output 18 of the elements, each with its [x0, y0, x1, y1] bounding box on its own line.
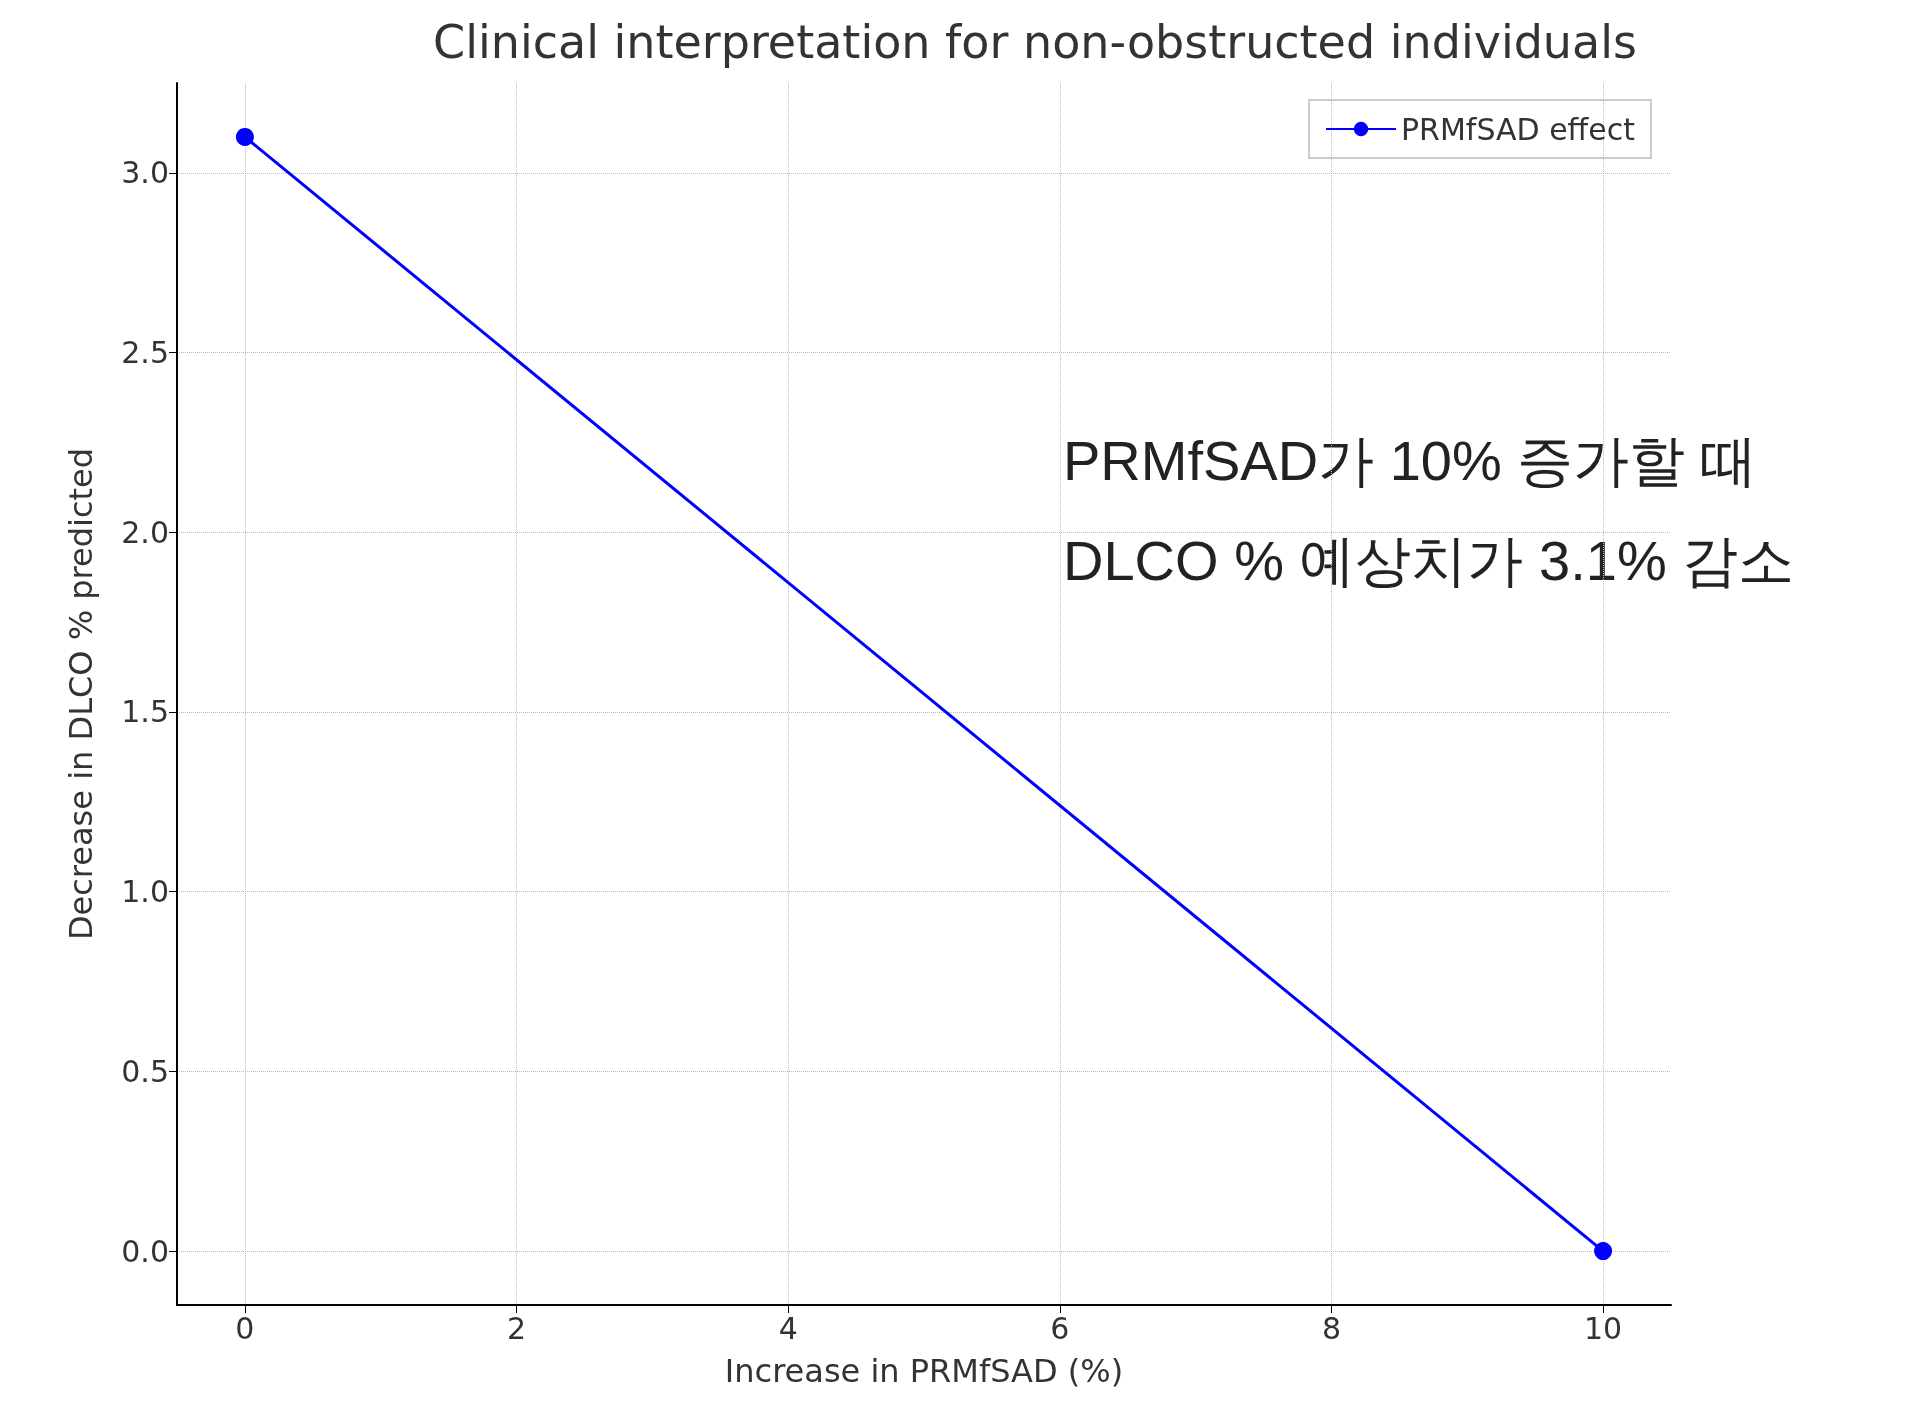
y-tick-label: 0.0 [121, 1233, 169, 1269]
chart-title: Clinical interpretation for non-obstructed individuals [433, 15, 1637, 69]
legend-label: PRMfSAD effect [1401, 111, 1636, 147]
y-tick-label: 3.0 [121, 155, 169, 191]
x-tick-label: 6 [1050, 1310, 1070, 1346]
y-tick-label: 1.5 [121, 694, 169, 730]
x-axis-title: Increase in PRMfSAD (%) [724, 1352, 1124, 1390]
y-tick-label: 0.5 [121, 1053, 169, 1089]
x-tick-label: 10 [1584, 1310, 1623, 1346]
y-tick-label: 2.5 [121, 335, 169, 371]
x-tick-label: 4 [778, 1310, 798, 1346]
y-tick-label: 1.0 [121, 874, 169, 910]
x-tick-label: 0 [235, 1310, 255, 1346]
annotation: PRMfSAD가 10% 증가할 때 DLCO % 예상치가 3.1% 감소 [1063, 428, 1795, 592]
x-tick-label: 2 [507, 1310, 527, 1346]
y-axis-title: Decrease in DLCO % predicted [62, 447, 100, 941]
x-tick-label: 8 [1321, 1310, 1341, 1346]
y-tick-label: 2.0 [121, 514, 169, 550]
